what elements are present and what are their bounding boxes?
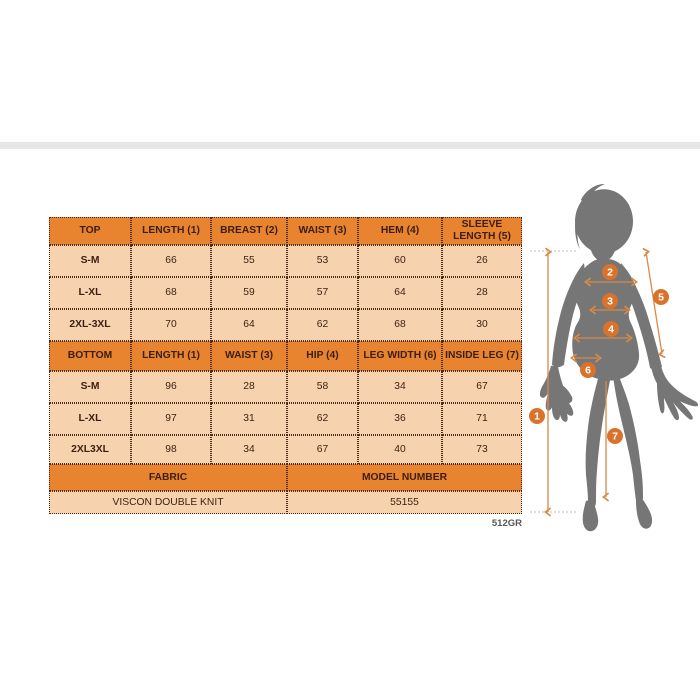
- svg-text:1: 1: [534, 411, 540, 423]
- svg-text:5: 5: [658, 292, 664, 304]
- svg-text:4: 4: [608, 324, 614, 336]
- svg-text:3: 3: [607, 296, 613, 308]
- svg-text:6: 6: [585, 365, 591, 377]
- svg-text:7: 7: [612, 431, 618, 443]
- svg-text:2: 2: [607, 267, 613, 279]
